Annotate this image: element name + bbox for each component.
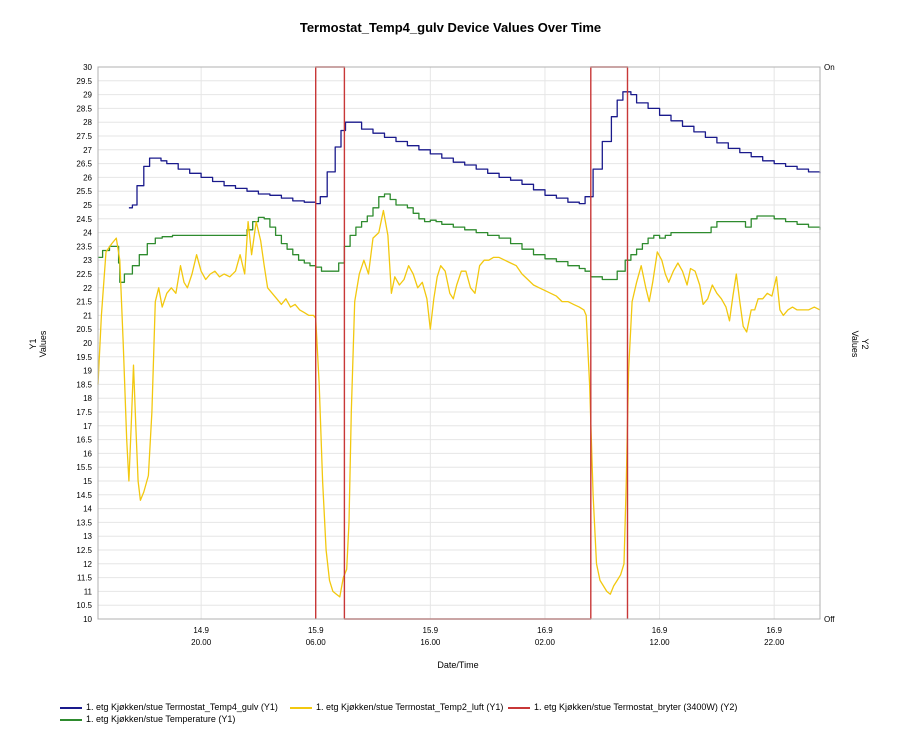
y-tick-label: 23 xyxy=(83,256,92,265)
y-tick-label: 20.5 xyxy=(76,325,92,334)
x-axis-label: Date/Time xyxy=(437,660,478,670)
legend-swatch xyxy=(60,718,82,721)
grid xyxy=(98,66,820,620)
y2-tick-label: On xyxy=(824,63,835,72)
legend-item: 1. etg Kjøkken/stue Termostat_Temp2_luft… xyxy=(290,702,503,712)
x-tick-time: 02.00 xyxy=(535,638,556,647)
x-tick-date: 16.9 xyxy=(537,626,553,635)
y-tick-label: 11 xyxy=(84,587,93,596)
y-tick-label: 17.5 xyxy=(76,408,92,417)
y2-axis-label: Y2Values xyxy=(850,331,870,358)
y-tick-label: 28 xyxy=(83,118,92,127)
x-tick-date: 16.9 xyxy=(766,626,782,635)
y-tick-label: 29.5 xyxy=(76,77,92,86)
y-tick-label: 29 xyxy=(83,91,92,100)
y-tick-label: 24.5 xyxy=(76,215,92,224)
y-tick-label: 27 xyxy=(83,146,92,155)
x-tick-date: 15.9 xyxy=(423,626,439,635)
legend-item: 1. etg Kjøkken/stue Termostat_bryter (34… xyxy=(508,702,737,712)
y-tick-label: 16 xyxy=(83,449,92,458)
y-tick-label: 25 xyxy=(83,201,92,210)
series-line-4 xyxy=(98,193,821,283)
y2-tick-label: Off xyxy=(824,615,835,624)
y-tick-label: 22 xyxy=(83,284,92,293)
y-axis-ticks: 10 10.5 11 11.5 12 12.5 13 13.5 14 14.5 15 15.5 16 16… xyxy=(76,63,92,624)
series-line-2 xyxy=(97,209,821,598)
legend-swatch xyxy=(60,706,82,709)
y-tick-label: 27.5 xyxy=(76,132,92,141)
legend-label: 1. etg Kjøkken/stue Temperature (Y1) xyxy=(86,714,236,724)
legend-swatch xyxy=(508,706,530,709)
y-tick-label: 18 xyxy=(83,394,92,403)
y-tick-label: 28.5 xyxy=(76,104,92,113)
y-tick-label: 18.5 xyxy=(76,380,92,389)
y-tick-label: 30 xyxy=(83,63,92,72)
series-line-1 xyxy=(128,91,821,209)
y-tick-label: 21 xyxy=(83,311,92,320)
y-tick-label: 19 xyxy=(83,367,92,376)
x-tick-time: 20.00 xyxy=(191,638,212,647)
y-tick-label: 19.5 xyxy=(76,353,92,362)
y-tick-label: 12.5 xyxy=(76,546,92,555)
y-tick-label: 17 xyxy=(83,422,92,431)
legend-label: 1. etg Kjøkken/stue Termostat_bryter (34… xyxy=(534,702,738,712)
y-tick-label: 25.5 xyxy=(76,187,92,196)
y-axis-label: Y1Values xyxy=(28,330,48,357)
y-tick-label: 12 xyxy=(83,560,92,569)
x-tick-date: 15.9 xyxy=(308,626,324,635)
y-tick-label: 26 xyxy=(83,173,92,182)
y-tick-label: 20 xyxy=(83,339,92,348)
y-tick-label: 24 xyxy=(83,229,92,238)
x-tick-time: 22.00 xyxy=(764,638,785,647)
plot-frame xyxy=(97,66,821,620)
y-tick-label: 14.5 xyxy=(76,491,92,500)
y-tick-label: 13.5 xyxy=(76,518,92,527)
y-tick-label: 10.5 xyxy=(76,601,92,610)
y-tick-label: 13 xyxy=(83,532,92,541)
chart-title: Termostat_Temp4_gulv Device Values Over … xyxy=(299,20,602,35)
x-axis-ticks: 14.9 20.00 15.9 06.00 15.9 16.00 16.9 02.00 16.9… xyxy=(191,626,785,647)
y-tick-label: 22.5 xyxy=(76,270,92,279)
y-tick-label: 26.5 xyxy=(76,160,92,169)
y-tick-label: 16.5 xyxy=(76,436,92,445)
y-tick-label: 14 xyxy=(83,505,92,514)
x-tick-time: 12.00 xyxy=(650,638,671,647)
legend-item: 1. etg Kjøkken/stue Temperature (Y1) xyxy=(60,714,235,724)
legend-label: 1. etg Kjøkken/stue Termostat_Temp4_gulv… xyxy=(86,702,278,712)
y-tick-label: 23.5 xyxy=(76,242,92,251)
y-tick-label: 11.5 xyxy=(77,574,93,583)
x-tick-time: 16.00 xyxy=(420,638,441,647)
y-tick-label: 10 xyxy=(83,615,92,624)
y-tick-label: 15 xyxy=(83,477,92,486)
y2-axis-ticks: Off On xyxy=(824,63,835,624)
y-tick-label: 15.5 xyxy=(76,463,92,472)
legend-label: 1. etg Kjøkken/stue Termostat_Temp2_luft… xyxy=(316,702,504,712)
x-tick-date: 14.9 xyxy=(193,626,209,635)
legend-swatch xyxy=(290,706,312,709)
x-tick-time: 06.00 xyxy=(306,638,327,647)
legend-item: 1. etg Kjøkken/stue Termostat_Temp4_gulv… xyxy=(60,702,278,712)
y-tick-label: 21.5 xyxy=(76,298,92,307)
x-tick-date: 16.9 xyxy=(652,626,668,635)
